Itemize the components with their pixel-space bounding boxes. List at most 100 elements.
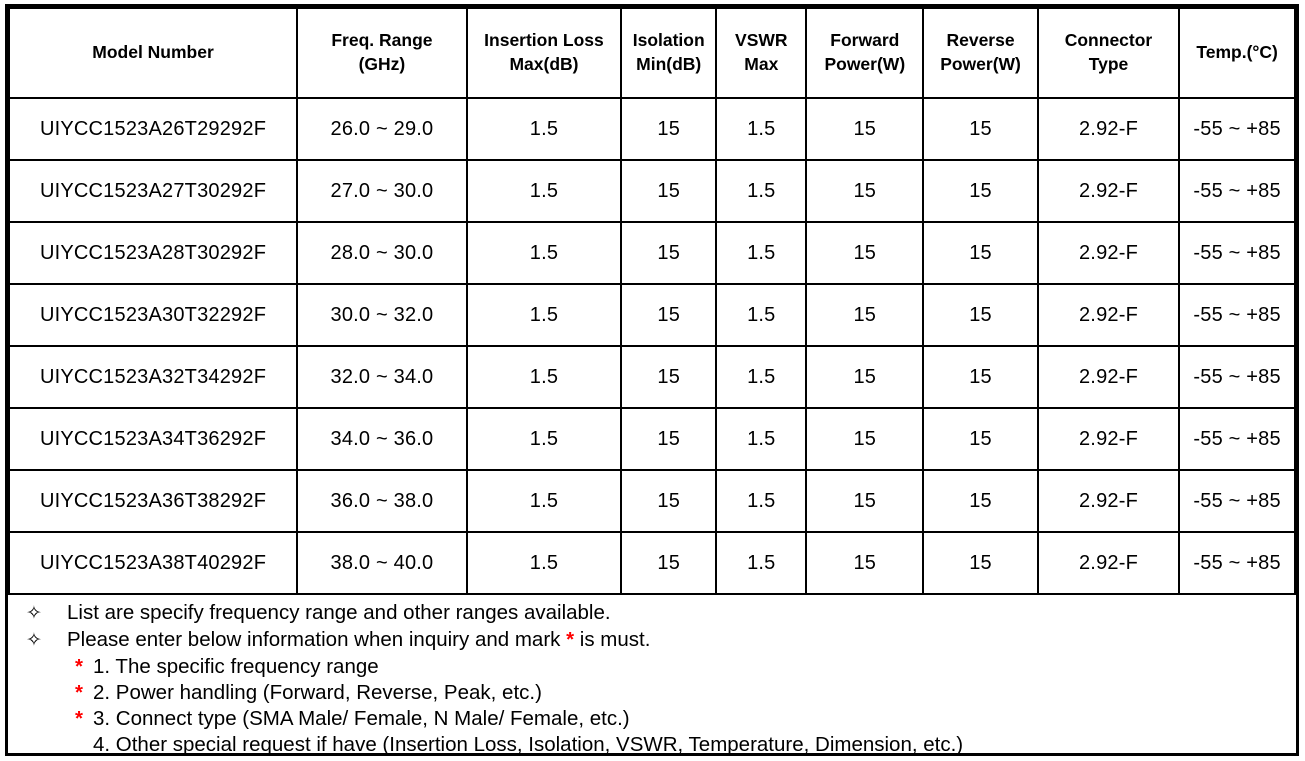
required-asterisk: * xyxy=(566,628,575,651)
table-row: UIYCC1523A36T38292F 36.0 ~ 38.0 1.5 15 1… xyxy=(7,469,1296,533)
model-number-cell: UIYCC1523A38T40292F xyxy=(7,531,299,595)
spec-sheet: Model Number Freq. Range (GHz) Insertion… xyxy=(5,4,1299,756)
isolation-cell: 15 xyxy=(620,221,718,285)
col-header-isolation: Isolation Min(dB) xyxy=(620,7,718,99)
insertion-loss-cell: 1.5 xyxy=(465,345,623,409)
model-number-cell: UIYCC1523A27T30292F xyxy=(7,159,299,223)
col-header-connector-type: Connector Type xyxy=(1036,7,1181,99)
table-row: UIYCC1523A26T29292F 26.0 ~ 29.0 1.5 15 1… xyxy=(7,97,1296,161)
vswr-cell: 1.5 xyxy=(715,221,808,285)
note-text: List are specify frequency range and oth… xyxy=(67,601,611,624)
note-item-power-handling: * 2. Power handling (Forward, Reverse, Pe… xyxy=(18,680,1286,706)
note-text: is must. xyxy=(574,628,651,651)
insertion-loss-cell: 1.5 xyxy=(465,283,623,347)
diamond-bullet-icon: ✧ xyxy=(26,630,42,651)
temp-cell: -55 ~ +85 xyxy=(1178,159,1296,223)
col-header-temp: Temp.(°C) xyxy=(1178,7,1296,99)
vswr-cell: 1.5 xyxy=(715,531,808,595)
note-item-connect-type: * 3. Connect type (SMA Male/ Female, N Ma… xyxy=(18,706,1286,732)
insertion-loss-cell: 1.5 xyxy=(465,221,623,285)
reverse-power-cell: 15 xyxy=(922,283,1039,347)
note-text: 2. Power handling (Forward, Reverse, Pea… xyxy=(93,681,542,704)
vswr-cell: 1.5 xyxy=(715,159,808,223)
model-number-cell: UIYCC1523A32T34292F xyxy=(7,345,299,409)
insertion-loss-cell: 1.5 xyxy=(465,531,623,595)
reverse-power-cell: 15 xyxy=(922,407,1039,471)
connector-type-cell: 2.92-F xyxy=(1036,159,1181,223)
isolation-cell: 15 xyxy=(620,159,718,223)
note-line-ranges: ✧ List are specify frequency range and ot… xyxy=(18,600,1286,627)
model-number-cell: UIYCC1523A34T36292F xyxy=(7,407,299,471)
col-header-model-number: Model Number xyxy=(7,7,299,99)
isolation-cell: 15 xyxy=(620,407,718,471)
connector-type-cell: 2.92-F xyxy=(1036,283,1181,347)
reverse-power-cell: 15 xyxy=(922,469,1039,533)
temp-cell: -55 ~ +85 xyxy=(1178,469,1296,533)
temp-cell: -55 ~ +85 xyxy=(1178,283,1296,347)
temp-cell: -55 ~ +85 xyxy=(1178,97,1296,161)
table-row: UIYCC1523A30T32292F 30.0 ~ 32.0 1.5 15 1… xyxy=(7,283,1296,347)
col-header-reverse-power: Reverse Power(W) xyxy=(922,7,1039,99)
note-line-inquiry: ✧ Please enter below information when inq… xyxy=(18,627,1286,654)
isolation-cell: 15 xyxy=(620,469,718,533)
note-item-frequency: * 1. The specific frequency range xyxy=(18,654,1286,680)
freq-range-cell: 32.0 ~ 34.0 xyxy=(296,345,468,409)
freq-range-cell: 34.0 ~ 36.0 xyxy=(296,407,468,471)
connector-type-cell: 2.92-F xyxy=(1036,345,1181,409)
connector-type-cell: 2.92-F xyxy=(1036,97,1181,161)
reverse-power-cell: 15 xyxy=(922,221,1039,285)
required-asterisk: * xyxy=(75,655,83,678)
vswr-cell: 1.5 xyxy=(715,97,808,161)
isolation-cell: 15 xyxy=(620,97,718,161)
vswr-cell: 1.5 xyxy=(715,469,808,533)
required-asterisk: * xyxy=(75,681,83,704)
freq-range-cell: 38.0 ~ 40.0 xyxy=(296,531,468,595)
note-text: Please enter below information when inqu… xyxy=(67,628,567,651)
forward-power-cell: 15 xyxy=(805,159,925,223)
vswr-cell: 1.5 xyxy=(715,283,808,347)
connector-type-cell: 2.92-F xyxy=(1036,469,1181,533)
freq-range-cell: 27.0 ~ 30.0 xyxy=(296,159,468,223)
col-header-freq-range: Freq. Range (GHz) xyxy=(296,7,468,99)
reverse-power-cell: 15 xyxy=(922,159,1039,223)
forward-power-cell: 15 xyxy=(805,97,925,161)
spec-table: Model Number Freq. Range (GHz) Insertion… xyxy=(7,7,1296,595)
freq-range-cell: 28.0 ~ 30.0 xyxy=(296,221,468,285)
note-item-special-request: 4. Other special request if have (Insert… xyxy=(18,732,1286,758)
forward-power-cell: 15 xyxy=(805,283,925,347)
freq-range-cell: 36.0 ~ 38.0 xyxy=(296,469,468,533)
forward-power-cell: 15 xyxy=(805,469,925,533)
reverse-power-cell: 15 xyxy=(922,345,1039,409)
forward-power-cell: 15 xyxy=(805,221,925,285)
forward-power-cell: 15 xyxy=(805,407,925,471)
note-text: 1. The specific frequency range xyxy=(93,655,379,678)
temp-cell: -55 ~ +85 xyxy=(1178,407,1296,471)
model-number-cell: UIYCC1523A28T30292F xyxy=(7,221,299,285)
forward-power-cell: 15 xyxy=(805,345,925,409)
forward-power-cell: 15 xyxy=(805,531,925,595)
col-header-vswr: VSWR Max xyxy=(715,7,808,99)
temp-cell: -55 ~ +85 xyxy=(1178,345,1296,409)
note-text: 3. Connect type (SMA Male/ Female, N Mal… xyxy=(93,707,630,730)
isolation-cell: 15 xyxy=(620,531,718,595)
table-row: UIYCC1523A28T30292F 28.0 ~ 30.0 1.5 15 1… xyxy=(7,221,1296,285)
table-row: UIYCC1523A32T34292F 32.0 ~ 34.0 1.5 15 1… xyxy=(7,345,1296,409)
isolation-cell: 15 xyxy=(620,283,718,347)
vswr-cell: 1.5 xyxy=(715,345,808,409)
header-row: Model Number Freq. Range (GHz) Insertion… xyxy=(7,7,1296,99)
insertion-loss-cell: 1.5 xyxy=(465,159,623,223)
temp-cell: -55 ~ +85 xyxy=(1178,531,1296,595)
model-number-cell: UIYCC1523A26T29292F xyxy=(7,97,299,161)
table-row: UIYCC1523A38T40292F 38.0 ~ 40.0 1.5 15 1… xyxy=(7,531,1296,595)
connector-type-cell: 2.92-F xyxy=(1036,221,1181,285)
notes-section: ✧ List are specify frequency range and ot… xyxy=(8,595,1296,758)
insertion-loss-cell: 1.5 xyxy=(465,407,623,471)
reverse-power-cell: 15 xyxy=(922,531,1039,595)
model-number-cell: UIYCC1523A30T32292F xyxy=(7,283,299,347)
isolation-cell: 15 xyxy=(620,345,718,409)
model-number-cell: UIYCC1523A36T38292F xyxy=(7,469,299,533)
connector-type-cell: 2.92-F xyxy=(1036,531,1181,595)
reverse-power-cell: 15 xyxy=(922,97,1039,161)
diamond-bullet-icon: ✧ xyxy=(26,603,42,624)
freq-range-cell: 26.0 ~ 29.0 xyxy=(296,97,468,161)
